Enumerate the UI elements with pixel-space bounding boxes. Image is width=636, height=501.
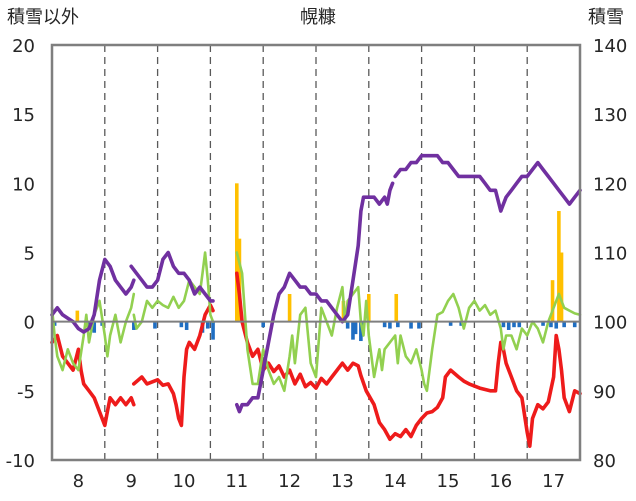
precip-bar [562,321,566,328]
precip-bar [261,321,265,328]
series-line [129,250,215,303]
precip-bar [388,321,392,329]
x-tick-label: 12 [278,471,301,492]
right-axis-ticks: 140 130 120 110 100 90 80 [593,36,627,472]
precip-bar [557,211,561,322]
chart-title: 幌糠 [300,6,336,28]
x-tick-label: 15 [437,471,460,492]
plot-frame [50,43,582,462]
precip-bar [554,321,559,329]
x-tick-label: 17 [542,471,565,492]
right-tick-label: 90 [593,382,616,403]
precip-bar [396,321,400,328]
series-line [50,292,136,372]
precip-bar [353,321,358,335]
series-line [132,251,215,330]
right-axis-label: 積雪 [588,7,624,28]
precip-bar [179,321,184,328]
series-line [235,181,395,414]
left-tick-label: 0 [24,313,35,334]
grid-lines [104,45,528,460]
precip-bar [550,280,555,322]
left-tick-label: 20 [12,36,35,57]
series-line [393,153,582,213]
precip-bar [205,321,210,329]
x-tick-label: 8 [73,471,84,492]
left-axis-ticks: 20 15 10 5 0 -5 -10 [6,36,35,472]
series-line [235,251,582,393]
right-tick-label: 100 [593,313,627,334]
precip-bar [572,321,577,328]
x-tick-label: 11 [225,471,248,492]
x-tick-label: 13 [331,471,354,492]
left-tick-label: -5 [17,382,35,403]
left-tick-label: 5 [24,244,35,265]
precip-bar [394,294,399,322]
precip-bar [184,321,189,330]
precip-bar [501,321,506,328]
precip-bar [287,294,292,322]
series-line [50,257,136,334]
left-tick-label: -10 [6,451,35,472]
right-tick-label: 80 [593,451,616,472]
precip-bar [559,252,564,322]
x-tick-label: 14 [384,471,407,492]
x-axis-ticks: 8 9 10 11 12 13 14 15 16 17 [73,471,565,492]
precip-bar [517,321,522,328]
left-tick-label: 10 [12,174,35,195]
precip-bar [448,321,453,326]
precip-bar [382,321,387,328]
precip-bar [351,321,355,340]
right-tick-label: 140 [593,36,627,57]
line-series [50,153,582,448]
right-tick-label: 110 [593,244,627,265]
left-tick-label: 15 [12,105,35,126]
precip-bar [506,321,511,330]
precip-bar [153,321,157,329]
right-tick-label: 130 [593,105,627,126]
precip-bar [345,321,350,329]
precip-bar [132,321,136,330]
right-tick-label: 120 [593,174,627,195]
precip-bar [367,294,371,322]
x-tick-label: 9 [125,471,136,492]
precip-bar [359,321,363,342]
precip-bar [92,321,97,333]
precip-bar [75,310,80,322]
left-axis-label: 積雪以外 [7,7,79,28]
x-tick-label: 10 [173,471,196,492]
series-line [235,271,582,448]
series-line [132,303,215,428]
precip-bar [211,321,215,340]
precip-bar [512,321,516,328]
precip-bar [541,321,545,326]
precip-bar [417,321,421,329]
series-line [50,333,136,428]
precip-bar [549,321,553,328]
precip-bar [409,321,413,329]
precip-bar [459,321,463,326]
x-tick-label: 16 [489,471,512,492]
